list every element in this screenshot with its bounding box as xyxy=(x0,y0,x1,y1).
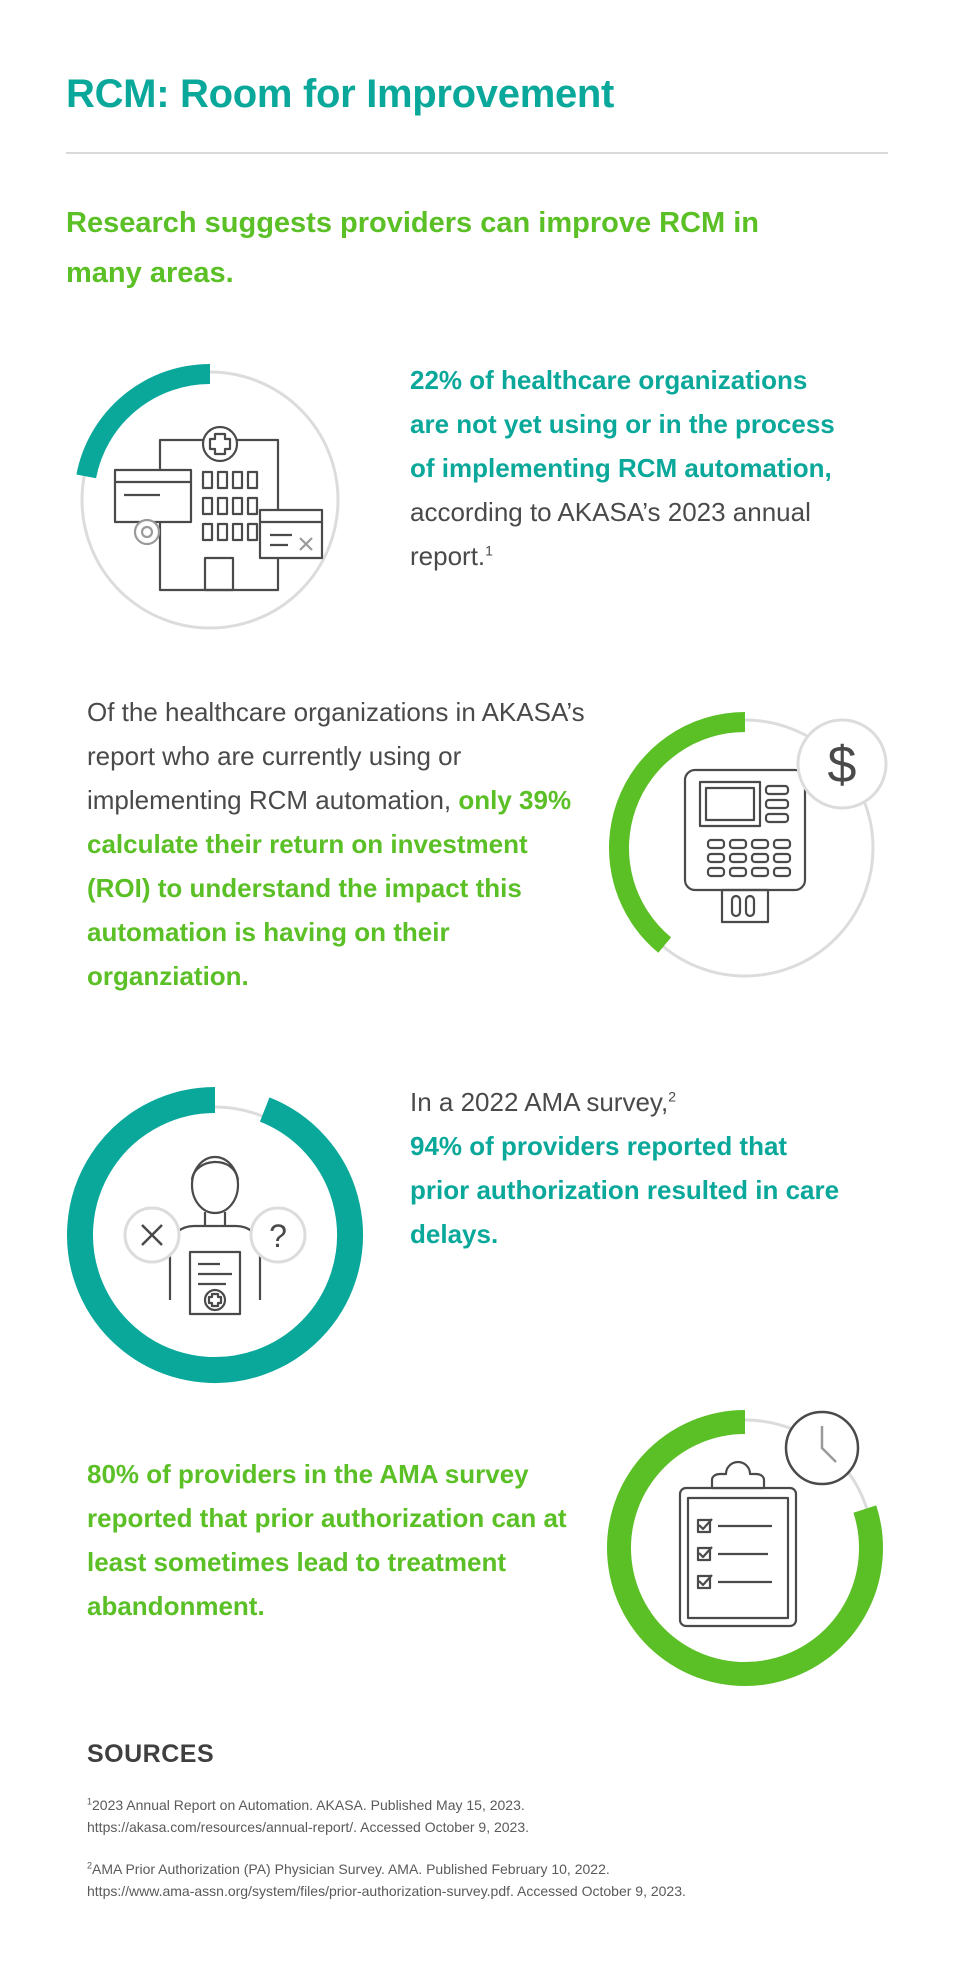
source-item: 12023 Annual Report on Automation. AKASA… xyxy=(87,1794,907,1838)
title-divider xyxy=(66,152,888,154)
dollar-icon: $ xyxy=(796,718,888,810)
hospital-building-icon xyxy=(113,425,324,592)
source-number: 1 xyxy=(87,1796,93,1807)
progress-donut-22 xyxy=(76,364,340,630)
source-item: 2AMA Prior Authorization (PA) Physician … xyxy=(87,1858,907,1902)
donut-arc xyxy=(76,364,211,479)
progress-donut-39: $ xyxy=(609,712,888,978)
donut-arc xyxy=(607,1410,883,1686)
progress-donut-94: ? xyxy=(67,1087,363,1383)
provider-person-icon xyxy=(168,1155,262,1316)
footnote-marker: 2 xyxy=(668,1088,677,1105)
stat-22-percent: 22% of healthcare organizations are not … xyxy=(410,358,850,578)
source-number: 2 xyxy=(87,1860,93,1871)
cross-icon xyxy=(123,1206,181,1264)
stat-80-percent: 80% of providers in the AMA survey repor… xyxy=(87,1452,607,1628)
source-citation: AMA Prior Authorization (PA) Physician S… xyxy=(92,1861,610,1877)
sources-heading: SOURCES xyxy=(87,1740,215,1768)
source-link[interactable]: https://akasa.com/resources/annual-repor… xyxy=(87,1819,530,1835)
stat-highlight: 80% of providers in the AMA survey repor… xyxy=(87,1459,567,1621)
footnote-marker: 1 xyxy=(485,542,493,559)
clock-icon xyxy=(784,1410,860,1486)
question-icon: ? xyxy=(249,1206,307,1264)
stat-body: according to AKASA’s 2023 annual report. xyxy=(410,497,811,571)
stat-highlight: only 39% calculate their return on inves… xyxy=(87,785,572,991)
stat-body: In a 2022 AMA survey, xyxy=(410,1087,669,1117)
page-title: RCM: Room for Improvement xyxy=(66,72,615,116)
source-citation: 2023 Annual Report on Automation. AKASA.… xyxy=(92,1797,525,1813)
page-subtitle: Research suggests providers can improve … xyxy=(66,207,759,289)
svg-text:?: ? xyxy=(269,1218,287,1254)
payment-terminal-icon xyxy=(683,768,807,924)
source-link[interactable]: https://www.ama-assn.org/system/files/pr… xyxy=(87,1883,686,1899)
stat-39-percent: Of the healthcare organizations in AKASA… xyxy=(87,690,587,998)
donut-arc xyxy=(609,712,746,953)
stat-body: Of the healthcare organizations in AKASA… xyxy=(87,697,585,815)
clipboard-icon xyxy=(678,1460,798,1628)
stat-highlight: 94% of providers reported that prior aut… xyxy=(410,1131,840,1249)
donut-arc xyxy=(67,1087,363,1383)
stat-94-percent: In a 2022 AMA survey,2 94% of providers r… xyxy=(410,1080,850,1256)
stat-highlight: 22% of healthcare organizations are not … xyxy=(410,365,835,483)
svg-text:$: $ xyxy=(828,736,857,794)
progress-donut-80 xyxy=(607,1410,883,1686)
